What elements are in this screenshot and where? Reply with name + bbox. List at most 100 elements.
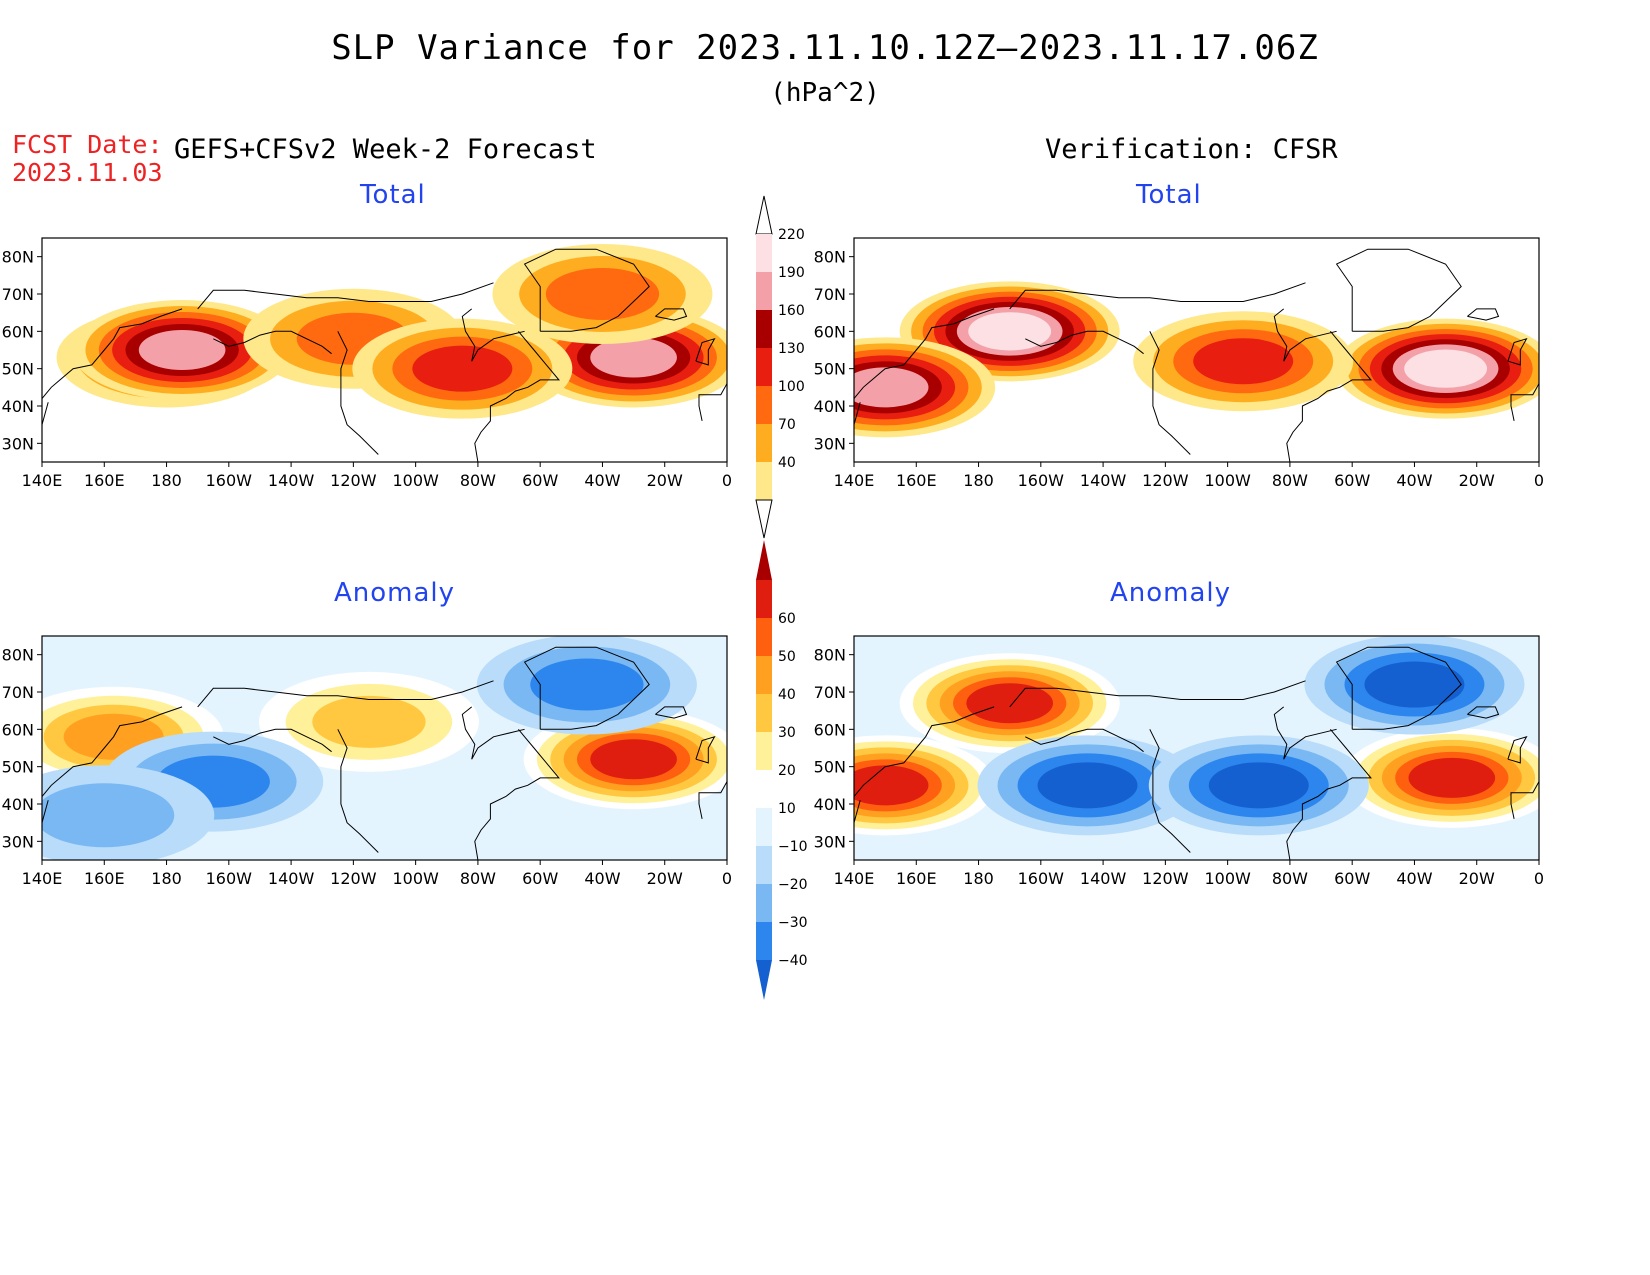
x-tick-label: 100W xyxy=(1204,869,1251,888)
page-title: SLP Variance for 2023.11.10.12Z–2023.11.… xyxy=(331,28,1319,68)
coastline-6 xyxy=(695,337,716,366)
colorbar-cell xyxy=(756,310,772,348)
y-tick-label: 50N xyxy=(814,360,846,379)
colorbar-tick: 190 xyxy=(778,265,805,281)
colorbar-cell xyxy=(756,808,772,846)
coastline-8 xyxy=(854,706,995,797)
map-panel-verif-total: 140E 160E 180 160W 140W 120W 100W 80W 60W 40W 20W 0… xyxy=(812,230,1572,500)
x-tick-label: 160E xyxy=(896,471,937,490)
contour-2-5 xyxy=(590,337,677,378)
x-tick-label: 80W xyxy=(1272,869,1308,888)
contour-4-2 xyxy=(530,658,644,711)
x-tick-label: 100W xyxy=(392,869,439,888)
contour-1-5 xyxy=(854,765,929,806)
contour-4-3 xyxy=(1208,762,1309,809)
panel-title-fcst-total: Total xyxy=(360,180,426,210)
y-tick-label: 40N xyxy=(2,795,34,814)
y-tick-label: 30N xyxy=(2,434,34,453)
y-tick-label: 80N xyxy=(814,248,846,267)
x-tick-label: 160W xyxy=(206,869,253,888)
panel-title-fcst-anom: Anomaly xyxy=(334,578,456,608)
x-tick-label: 160W xyxy=(1018,471,1065,490)
coastline-3 xyxy=(1273,706,1337,760)
colorbar-tick: 40 xyxy=(778,455,796,471)
colorbar-tick: 60 xyxy=(778,611,796,627)
coastline-6 xyxy=(1507,735,1528,764)
colorbar-cell xyxy=(756,770,772,808)
contour-1-5 xyxy=(590,739,677,780)
contour-5-1 xyxy=(42,783,175,848)
contour-1-5 xyxy=(854,367,929,408)
x-tick-label: 120W xyxy=(1142,869,1189,888)
panel-title-verif-anom: Anomaly xyxy=(1110,578,1232,608)
coastline-5 xyxy=(1467,706,1500,719)
x-tick-label: 160E xyxy=(84,471,125,490)
coastline-1 xyxy=(1149,729,1191,853)
x-tick-label: 0 xyxy=(1534,471,1544,490)
colorbar-cell xyxy=(756,272,772,310)
colorbar-cell xyxy=(756,386,772,424)
coastline-5 xyxy=(1467,308,1500,321)
colorbar-cell xyxy=(756,884,772,922)
coastline-10 xyxy=(213,728,332,753)
y-tick-label: 40N xyxy=(814,397,846,416)
coastline-9 xyxy=(42,800,49,823)
contour-3-2 xyxy=(545,268,660,320)
x-tick-label: 40W xyxy=(584,471,620,490)
x-tick-label: 100W xyxy=(1204,471,1251,490)
x-tick-label: 80W xyxy=(460,471,496,490)
coastline-7 xyxy=(1510,781,1539,820)
map-panel-fcst-anom: 140E 160E 180 160W 140W 120W 100W 80W 60W 40W 20W 0… xyxy=(0,628,760,898)
y-tick-label: 80N xyxy=(2,646,34,665)
coastline-10 xyxy=(1025,330,1144,355)
colorbar-tick: −30 xyxy=(778,915,808,931)
x-tick-label: 60W xyxy=(522,471,558,490)
coastline-1 xyxy=(1149,331,1191,455)
coastline-0 xyxy=(197,282,494,310)
coastline-0 xyxy=(1009,680,1306,708)
coastline-7 xyxy=(698,383,727,422)
x-tick-label: 0 xyxy=(722,471,732,490)
fcst-date-value: 2023.11.03 xyxy=(12,158,163,187)
colorbar-tick: 220 xyxy=(778,227,805,243)
coastline-8 xyxy=(854,308,995,399)
coastline-7 xyxy=(698,781,727,820)
y-tick-label: 70N xyxy=(2,285,34,304)
x-tick-label: 20W xyxy=(647,869,683,888)
y-tick-label: 30N xyxy=(814,832,846,851)
coastline-2 xyxy=(1286,330,1372,462)
coastline-7 xyxy=(1510,383,1539,422)
coastline-4 xyxy=(1335,248,1462,332)
units-label: (hPa^2) xyxy=(770,78,880,108)
y-tick-label: 50N xyxy=(2,360,34,379)
map-panel-verif-anom: 140E 160E 180 160W 140W 120W 100W 80W 60W 40W 20W 0… xyxy=(812,628,1572,898)
y-tick-label: 40N xyxy=(814,795,846,814)
colorbar-cell xyxy=(756,234,772,272)
coastline-5 xyxy=(655,706,688,719)
colorbar-cell xyxy=(756,732,772,770)
forecast-heading: GEFS+CFSv2 Week-2 Forecast xyxy=(174,134,597,165)
coastline-8 xyxy=(42,706,183,797)
coastline-10 xyxy=(213,330,332,355)
x-tick-label: 160W xyxy=(1018,869,1065,888)
y-tick-label: 60N xyxy=(2,720,34,739)
x-tick-label: 60W xyxy=(1334,471,1370,490)
colorbar-tick: 40 xyxy=(778,687,796,703)
contour-3-3 xyxy=(1193,338,1294,385)
y-tick-label: 60N xyxy=(814,720,846,739)
y-tick-label: 50N xyxy=(2,758,34,777)
y-tick-label: 80N xyxy=(814,646,846,665)
x-tick-label: 180 xyxy=(963,471,994,490)
colorbar-tick: 130 xyxy=(778,341,805,357)
coastline-1 xyxy=(337,729,379,853)
contour-5-3 xyxy=(412,345,513,392)
x-tick-label: 140W xyxy=(1080,869,1127,888)
colorbar-cell xyxy=(756,618,772,656)
colorbar-total: 40 70 100 130 160 190 220 xyxy=(752,195,822,539)
colorbar-tick: 70 xyxy=(778,417,796,433)
coastline-4 xyxy=(1335,646,1462,730)
colorbar-tick: −40 xyxy=(778,953,808,969)
y-tick-label: 40N xyxy=(2,397,34,416)
x-tick-label: 120W xyxy=(330,471,377,490)
x-tick-label: 0 xyxy=(1534,869,1544,888)
